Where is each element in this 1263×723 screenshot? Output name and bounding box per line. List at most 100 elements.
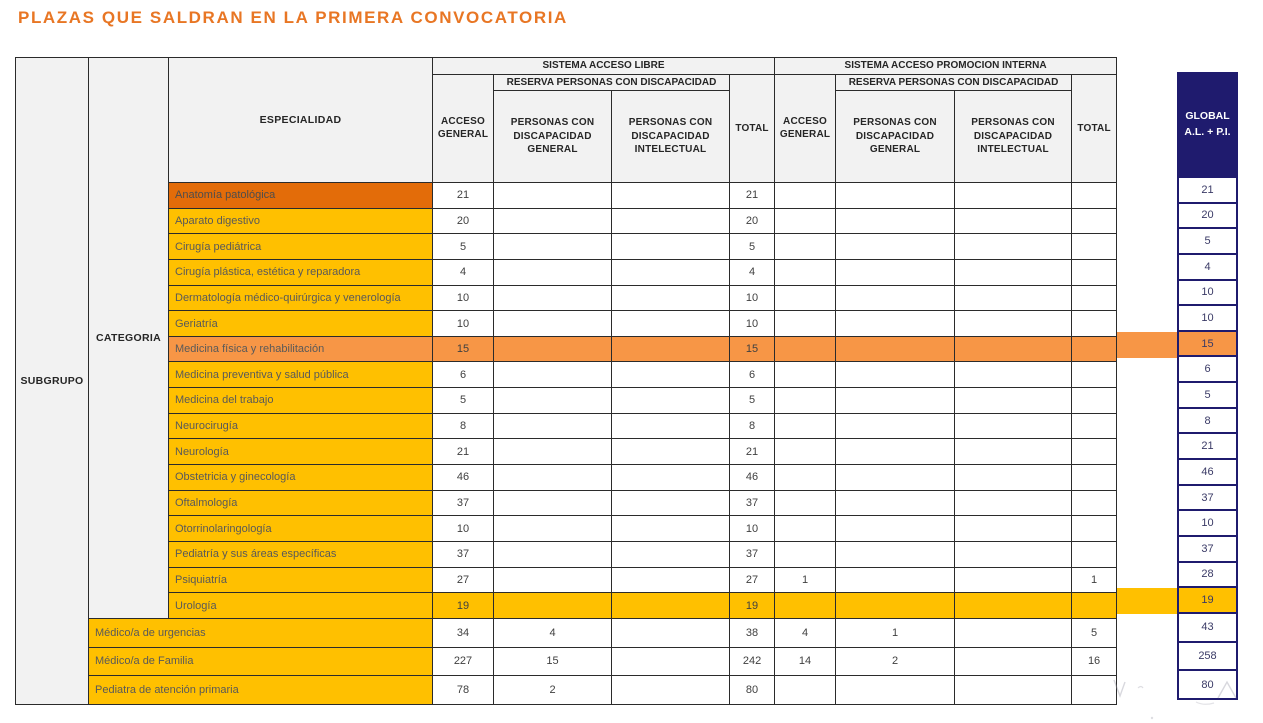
global-value-cell: 8 <box>1177 408 1238 435</box>
al-value-cell <box>611 233 730 260</box>
row-highlight-band <box>1117 331 1177 358</box>
pi-value-cell: 1 <box>774 566 837 594</box>
especialidad-cell: Pediatra de atención primaria <box>88 675 433 705</box>
al-value-cell: 46 <box>728 464 776 491</box>
global-value-cell: 19 <box>1177 588 1238 614</box>
pi-value-cell <box>1071 489 1118 517</box>
al-value-cell <box>611 310 730 337</box>
especialidad-cell: Medicina física y rehabilitación <box>168 335 433 363</box>
pi-value-cell <box>1071 438 1118 466</box>
al-value-cell: 27 <box>432 566 494 594</box>
pi-value-cell <box>835 310 956 337</box>
al-value-cell: 78 <box>432 675 494 705</box>
table-row: Anatomía patológica 21 21 <box>16 182 1118 209</box>
al-value-cell: 15 <box>432 335 494 363</box>
pi-value-cell <box>835 566 956 594</box>
al-value-cell: 227 <box>432 646 494 677</box>
table-row: Urología 19 19 <box>16 592 1118 619</box>
al-value-cell: 80 <box>728 675 776 705</box>
pi-value-cell <box>954 310 1073 337</box>
global-value-cell: 21 <box>1177 434 1238 461</box>
header-al-acceso-general: ACCESO GENERAL <box>432 73 494 183</box>
pi-value-cell <box>835 207 956 235</box>
table-row: Medicina física y rehabilitación 15 15 <box>16 335 1118 363</box>
al-value-cell: 6 <box>728 361 776 389</box>
al-value-cell: 38 <box>728 617 776 648</box>
al-value-cell: 15 <box>493 646 612 677</box>
header-al-discapacidad-intelectual: PERSONAS CON DISCAPACIDAD INTELECTUAL <box>611 90 730 183</box>
global-value-cell: 10 <box>1177 306 1238 332</box>
pi-value-cell <box>954 233 1073 260</box>
global-value-cell: 28 <box>1177 562 1238 589</box>
pi-value-cell <box>774 182 837 209</box>
plazas-table: SUBGRUPO CATEGORIA ESPECIALIDAD SISTEMA … <box>15 57 1118 705</box>
especialidad-cell: Anatomía patológica <box>168 182 433 209</box>
pi-value-cell <box>954 592 1073 619</box>
al-value-cell: 6 <box>432 361 494 389</box>
especialidad-cell: Pediatría y sus áreas específicas <box>168 540 433 568</box>
al-value-cell: 15 <box>728 335 776 363</box>
al-value-cell: 4 <box>493 617 612 648</box>
pi-value-cell <box>774 412 837 440</box>
pi-value-cell <box>1071 412 1118 440</box>
global-value-cell: 21 <box>1177 178 1238 204</box>
al-value-cell <box>611 258 730 286</box>
al-value-cell <box>611 489 730 517</box>
al-value-cell <box>493 592 612 619</box>
table-row: Pediatría y sus áreas específicas 37 37 <box>16 540 1118 568</box>
al-value-cell <box>611 284 730 312</box>
especialidad-cell: Médico/a de Familia <box>88 646 433 677</box>
especialidad-cell: Dermatología médico-quirúrgica y venerol… <box>168 284 433 312</box>
al-value-cell <box>493 540 612 568</box>
al-value-cell: 37 <box>432 540 494 568</box>
pi-value-cell <box>835 284 956 312</box>
header-row-columns: PERSONAS CON DISCAPACIDAD GENERAL PERSON… <box>16 90 1117 183</box>
pi-value-cell <box>774 387 837 414</box>
al-value-cell <box>611 592 730 619</box>
pi-value-cell <box>835 387 956 414</box>
header-pi-discapacidad-intelectual: PERSONAS CON DISCAPACIDAD INTELECTUAL <box>954 90 1073 183</box>
pi-value-cell <box>774 515 837 542</box>
al-value-cell: 10 <box>432 515 494 542</box>
al-value-cell: 242 <box>728 646 776 677</box>
global-value-cell: 20 <box>1177 203 1238 230</box>
al-value-cell: 20 <box>432 207 494 235</box>
al-value-cell <box>493 361 612 389</box>
al-value-cell: 19 <box>432 592 494 619</box>
pi-value-cell: 1 <box>835 617 956 648</box>
global-value-cell: 5 <box>1177 229 1238 255</box>
global-value-cell: 4 <box>1177 254 1238 281</box>
al-value-cell <box>493 233 612 260</box>
pi-value-cell <box>774 489 837 517</box>
pi-value-cell: 4 <box>774 617 837 648</box>
al-value-cell <box>493 207 612 235</box>
header-al-reserva: RESERVA PERSONAS CON DISCAPACIDAD <box>493 73 730 91</box>
pi-value-cell <box>1071 464 1118 491</box>
table-row: Cirugía plástica, estética y reparadora 4… <box>16 258 1118 286</box>
al-value-cell <box>493 387 612 414</box>
al-value-cell <box>493 335 612 363</box>
al-value-cell: 10 <box>432 310 494 337</box>
global-value-cell: 43 <box>1177 613 1238 643</box>
table-row: Aparato digestivo 20 20 <box>16 207 1118 235</box>
table-row: Neurología 21 21 <box>16 438 1118 466</box>
especialidad-cell: Urología <box>168 592 433 619</box>
especialidad-cell: Psiquiatría <box>168 566 433 594</box>
especialidad-cell: Obstetricia y ginecología <box>168 464 433 491</box>
al-value-cell <box>611 617 730 648</box>
pi-value-cell <box>774 361 837 389</box>
al-value-cell <box>611 566 730 594</box>
table-row: Cirugía pediátrica 5 5 <box>16 233 1118 260</box>
pi-value-cell: 5 <box>1071 617 1118 648</box>
watermark-scribble <box>1113 679 1237 720</box>
especialidad-cell: Neurocirugía <box>168 412 433 440</box>
global-column-header: GLOBAL A.L. + P.I. <box>1177 72 1238 178</box>
pi-value-cell <box>835 258 956 286</box>
table-row: Oftalmología 37 37 <box>16 489 1118 517</box>
al-value-cell <box>493 515 612 542</box>
global-value-cell: 37 <box>1177 485 1238 512</box>
table-row: Geriatría 10 10 <box>16 310 1118 337</box>
al-value-cell: 37 <box>432 489 494 517</box>
pi-value-cell <box>1071 675 1118 705</box>
pi-value-cell <box>774 540 837 568</box>
